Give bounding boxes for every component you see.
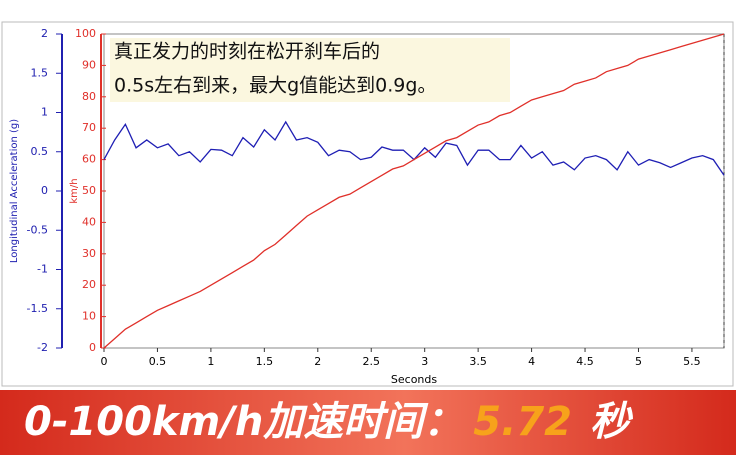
x-tick-label: 0	[101, 355, 108, 368]
y2-tick-label: 60	[82, 153, 96, 166]
x-tick-label: 2.5	[362, 355, 380, 368]
y2-tick-label: 20	[82, 278, 96, 291]
annotation: 0.5s左右到来，最大g值能达到0.9g。	[114, 75, 436, 97]
x-tick-label: 3.5	[469, 355, 487, 368]
x-tick-label: 1.5	[256, 355, 274, 368]
y-tick-label: -0.5	[27, 223, 48, 236]
y2-tick-label: 80	[82, 90, 96, 103]
y-tick-label: 2	[41, 27, 48, 40]
x-tick-label: 2	[314, 355, 321, 368]
x-tick-label: 4.5	[576, 355, 594, 368]
banner	[0, 390, 736, 455]
y-tick-label: -1	[37, 263, 48, 276]
banner-label: 0-100km/h加速时间：	[24, 399, 463, 445]
y-tick-label: -1.5	[27, 302, 48, 315]
y2-tick-label: 100	[75, 27, 96, 40]
x-tick-label: 0.5	[149, 355, 167, 368]
banner-value: 5.72	[473, 399, 572, 445]
banner-unit: 秒	[590, 399, 633, 445]
y-tick-label: 1	[41, 106, 48, 119]
series-line	[103, 33, 725, 349]
y2-tick-label: 70	[82, 121, 96, 134]
x-tick-label: 1	[207, 355, 214, 368]
y2-tick-label: 40	[82, 215, 96, 228]
x-tick-label: 4	[528, 355, 535, 368]
y2-tick-label: 10	[82, 310, 96, 323]
x-axis-label: Seconds	[391, 373, 437, 386]
x-tick-label: 3	[421, 355, 428, 368]
y-tick-label: 0	[41, 184, 48, 197]
y2-tick-label: 50	[82, 184, 96, 197]
y2-tick-label: 90	[82, 58, 96, 71]
x-tick-label: 5	[635, 355, 642, 368]
y-tick-label: 1.5	[31, 66, 49, 79]
y-axis-label: Longitudinal Acceleration (g)	[9, 119, 20, 263]
y2-axis-label: km/h	[69, 178, 80, 203]
annotation: 真正发力的时刻在松开刹车后的	[114, 41, 380, 63]
y2-tick-label: 30	[82, 247, 96, 260]
annotation-box	[110, 38, 510, 102]
y2-tick-label: 0	[89, 341, 96, 354]
y-tick-label: 0.5	[31, 145, 49, 158]
x-tick-label: 5.5	[683, 355, 701, 368]
y-tick-label: -2	[37, 341, 48, 354]
banner-text: 0-100km/h加速时间： 5.72 秒	[24, 399, 633, 445]
